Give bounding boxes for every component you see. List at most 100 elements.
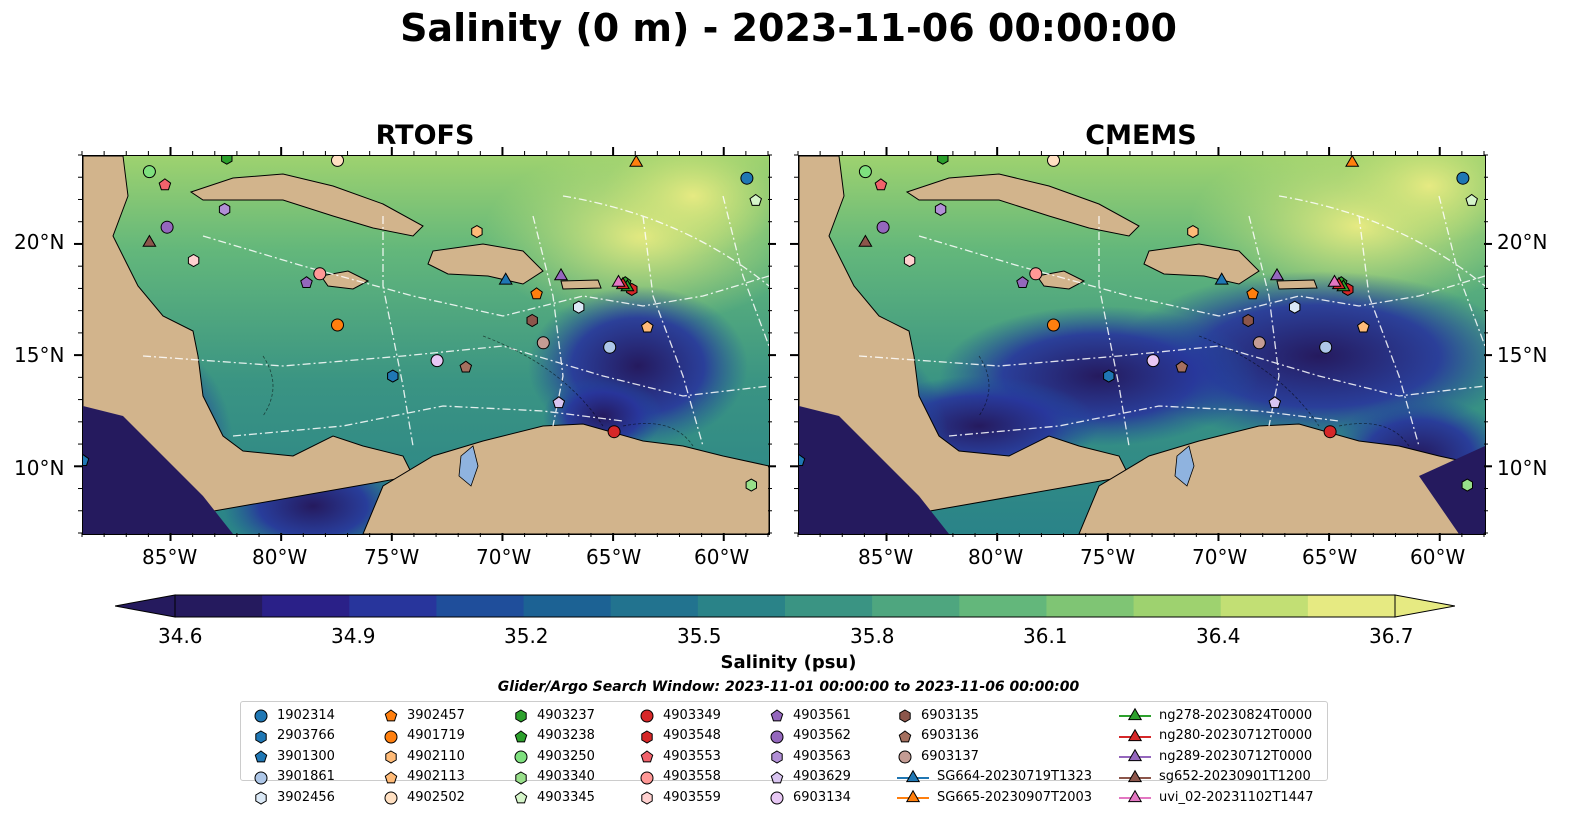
colorbar-tick: 36.7 [1369, 624, 1414, 648]
land-puerto-rico [560, 279, 602, 290]
platform-marker-4903340[interactable] [1461, 478, 1473, 492]
legend-label: 4903345 [537, 789, 595, 805]
map-rtofs-canvas [83, 156, 769, 534]
platform-marker-4903340[interactable] [745, 478, 757, 492]
platform-marker-6903135[interactable] [526, 313, 538, 328]
main-title: Salinity (0 m) - 2023-11-06 00:00:00 [400, 6, 1177, 50]
platform-marker-6903135[interactable] [1242, 313, 1254, 328]
platform-marker-4903349[interactable] [1323, 425, 1337, 439]
platform-marker-4902113[interactable] [1357, 320, 1370, 333]
colorbar-tick: 35.8 [850, 624, 895, 648]
platform-marker-uvi_02-20231102T1447[interactable] [1327, 274, 1342, 287]
platform-marker-4903629[interactable] [552, 396, 566, 409]
legend-item: 6903134 [769, 787, 851, 807]
platform-marker-4902110[interactable] [471, 225, 483, 239]
platform-marker-1902314[interactable] [740, 171, 754, 185]
platform-marker-3902457[interactable] [1246, 287, 1259, 300]
land-jamaica [320, 270, 370, 290]
platform-marker-4903629[interactable] [1268, 396, 1282, 409]
platform-marker-4902113[interactable] [641, 320, 654, 333]
legend-marker-icon [255, 791, 267, 805]
platform-marker-4901719[interactable] [1047, 318, 1060, 332]
legend-label: 4903558 [663, 769, 721, 784]
platform-marker-3901861[interactable] [603, 340, 617, 354]
platform-marker-4903558[interactable] [313, 267, 327, 281]
legend-label: 3902456 [277, 789, 335, 805]
legend-item: SG665-20230907T2003 [897, 787, 1092, 807]
legend-label: 4903548 [663, 728, 721, 743]
platform-marker-6903137[interactable] [536, 336, 550, 350]
lon-label-65w-right: 65°W [1302, 545, 1358, 569]
legend-item: 4902110 [383, 746, 465, 766]
platform-marker-SG664-20230719T1323[interactable] [1214, 272, 1229, 285]
platform-marker-4903553[interactable] [158, 178, 172, 191]
lat-label-10n-left: 10°N [14, 456, 65, 480]
map-rtofs[interactable] [82, 155, 770, 535]
platform-marker-SG665-20230907T2003[interactable] [1345, 156, 1360, 167]
legend-item: 4903238 [513, 726, 595, 746]
platform-marker-4903345[interactable] [749, 193, 762, 206]
platform-marker-4903237[interactable] [221, 156, 233, 165]
legend-marker-icon [384, 791, 398, 805]
legend-label: 1902314 [277, 707, 335, 723]
colorbar-segment [697, 595, 786, 617]
platform-marker-4903237[interactable] [937, 156, 949, 165]
platform-marker-2903766[interactable] [1103, 369, 1115, 383]
platform-marker-4903250[interactable] [858, 165, 872, 179]
colorbar-frame [174, 594, 1396, 618]
platform-marker-4903559[interactable] [903, 253, 916, 268]
colorbar-segment [436, 595, 525, 617]
platform-marker-4903563[interactable] [218, 202, 231, 216]
platform-marker-6903134[interactable] [430, 354, 444, 368]
platform-marker-4901719[interactable] [331, 318, 344, 332]
map-cmems-canvas [799, 156, 1485, 534]
platform-marker-3901300[interactable] [799, 453, 806, 466]
platform-marker-sg652-20230901T1200[interactable] [858, 234, 873, 247]
map-cmems[interactable] [798, 155, 1486, 535]
legend-item: 4903553 [639, 746, 721, 766]
platform-marker-1902314[interactable] [1456, 171, 1470, 185]
platform-marker-4903562[interactable] [160, 220, 174, 234]
platform-legend: 1902314 2903766 3901300 3901861 3902456 39024… [240, 701, 1328, 805]
platform-marker-4903558[interactable] [1029, 267, 1043, 281]
platform-marker-3901300[interactable] [83, 453, 90, 466]
platform-marker-6903136[interactable] [1175, 360, 1189, 373]
platform-marker-3902457[interactable] [530, 287, 543, 300]
legend-item: 6903136 [897, 726, 979, 746]
platform-marker-4902502[interactable] [331, 156, 344, 167]
platform-marker-6903137[interactable] [1252, 336, 1266, 350]
platform-marker-4903345[interactable] [1465, 193, 1478, 206]
platform-marker-6903136[interactable] [459, 360, 473, 373]
platform-marker-sg652-20230901T1200[interactable] [142, 234, 157, 247]
legend-label: ng280-20230712T0000 [1159, 728, 1313, 743]
platform-marker-SG665-20230907T2003[interactable] [629, 156, 644, 167]
legend-marker-icon [1119, 769, 1151, 782]
platform-marker-uvi_02-20231102T1447[interactable] [611, 274, 626, 287]
platform-marker-2903766[interactable] [387, 369, 399, 383]
platform-marker-4903563[interactable] [934, 202, 947, 216]
platform-marker-4903250[interactable] [142, 165, 156, 179]
legend-label: SG665-20230907T2003 [937, 789, 1093, 805]
platform-marker-ng289-20230712T0000[interactable] [1269, 267, 1285, 281]
platform-marker-4903349[interactable] [607, 425, 621, 439]
platform-marker-4902502[interactable] [1047, 156, 1060, 167]
platform-marker-SG664-20230719T1323[interactable] [498, 272, 513, 285]
platform-marker-4903561[interactable] [1016, 276, 1029, 289]
legend-item: uvi_02-20231102T1447 [1119, 787, 1313, 807]
legend-item: ng289-20230712T0000 [1119, 746, 1312, 766]
platform-marker-4903559[interactable] [187, 253, 200, 268]
platform-marker-3902456[interactable] [573, 300, 585, 314]
platform-marker-4902110[interactable] [1187, 225, 1199, 239]
legend-label: uvi_02-20231102T1447 [1159, 789, 1314, 805]
platform-marker-3902456[interactable] [1289, 300, 1301, 314]
legend-label: 4902502 [407, 789, 465, 805]
platform-marker-4903553[interactable] [874, 178, 888, 191]
colorbar-segment [1133, 595, 1222, 617]
legend-item: SG664-20230719T1323 [897, 767, 1092, 787]
land-hispaniola [1143, 243, 1260, 285]
platform-marker-4903562[interactable] [876, 220, 890, 234]
platform-marker-ng289-20230712T0000[interactable] [553, 267, 569, 281]
platform-marker-4903561[interactable] [300, 276, 313, 289]
platform-marker-6903134[interactable] [1146, 354, 1160, 368]
platform-marker-3901861[interactable] [1319, 340, 1333, 354]
